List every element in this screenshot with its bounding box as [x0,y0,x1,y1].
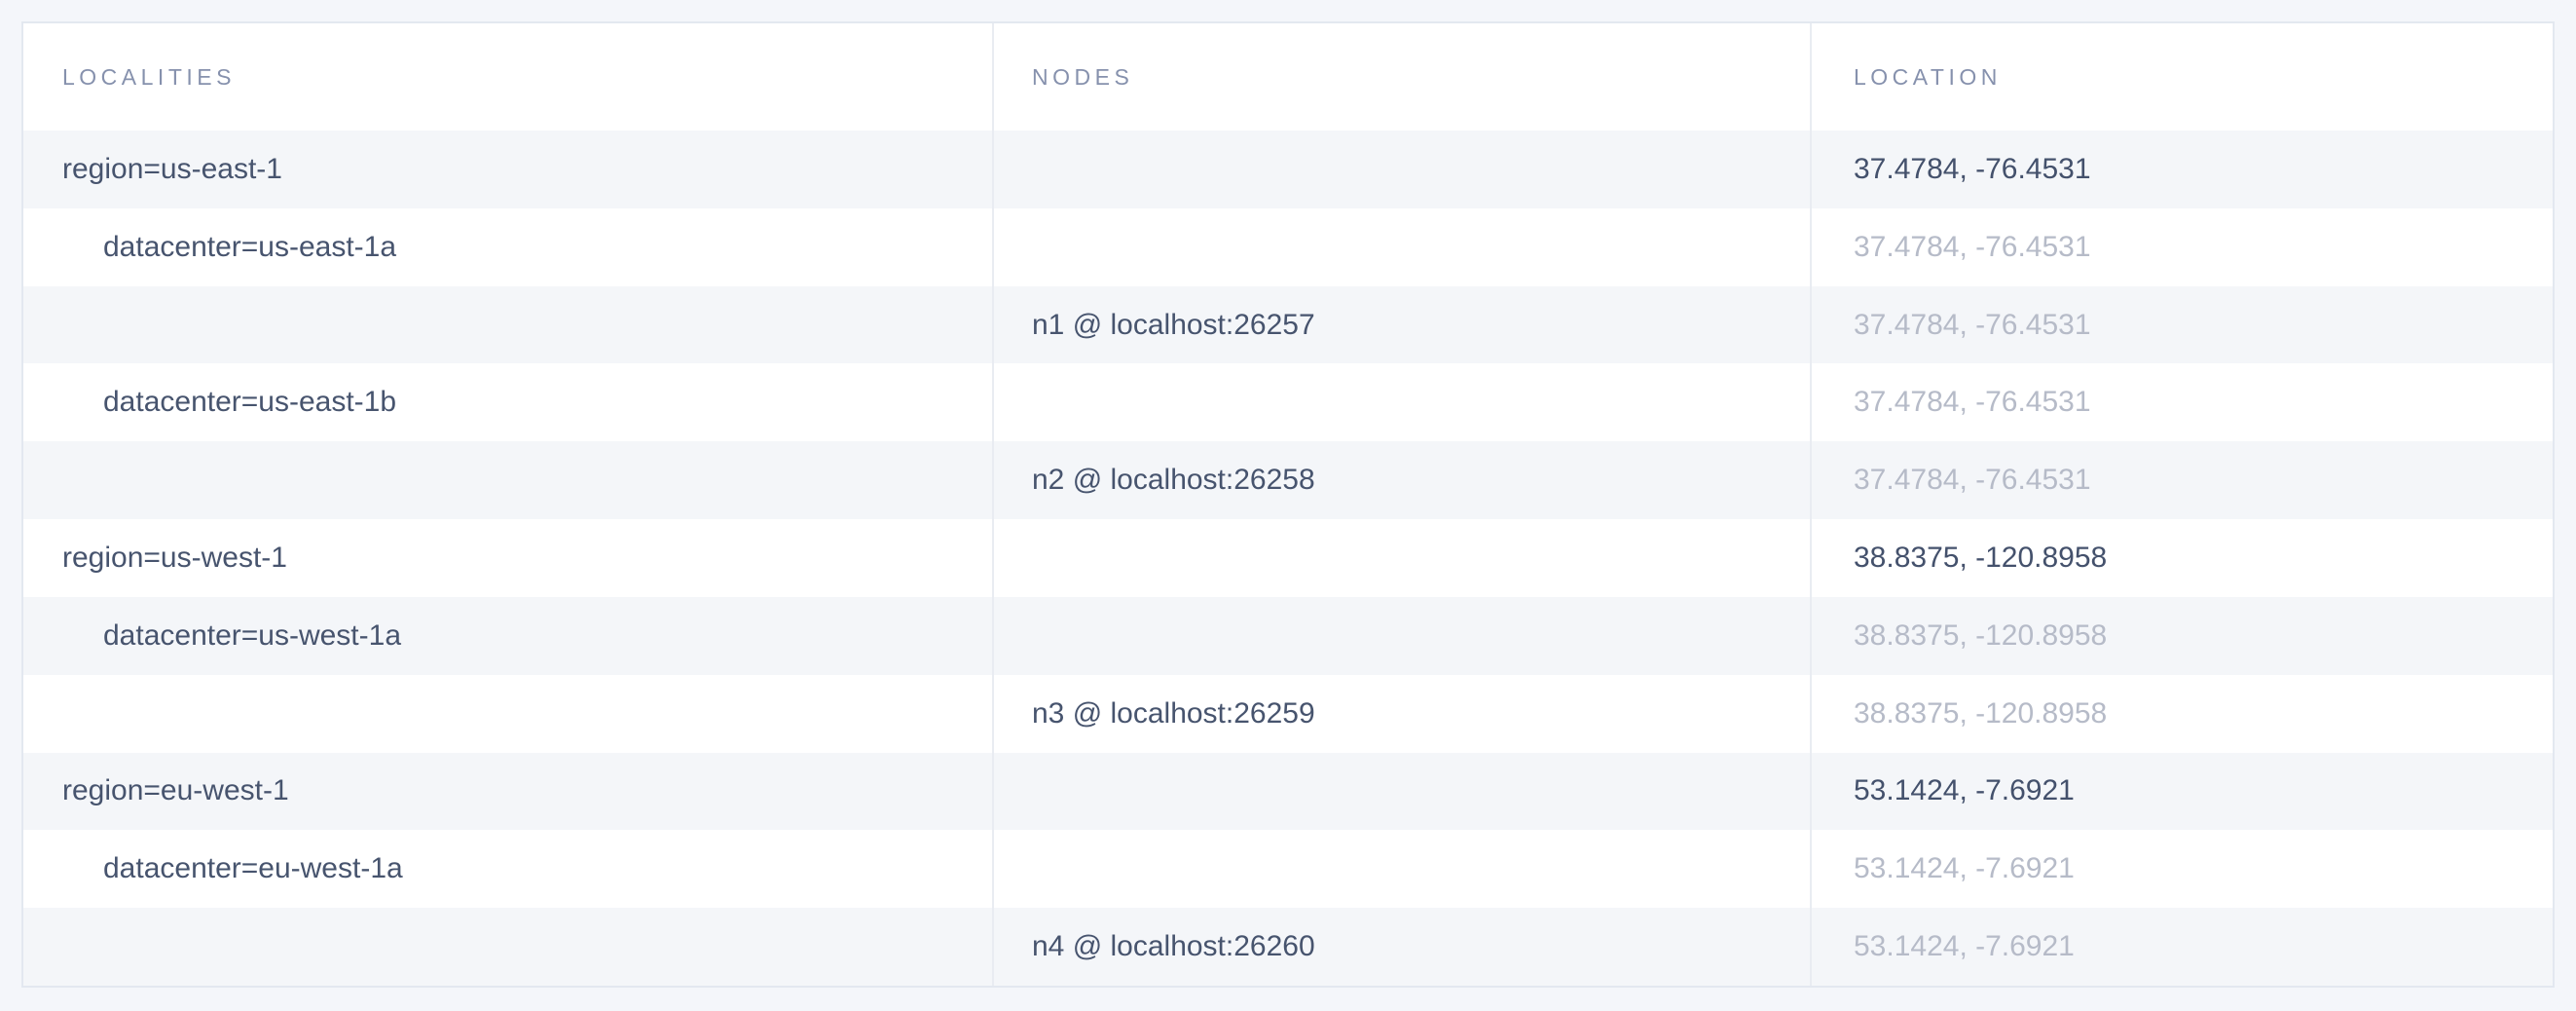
locality-cell: datacenter=eu-west-1a [103,852,403,885]
table-row: datacenter=us-west-1a 38.8375, -120.8958 [23,596,2553,675]
locality-cell [23,908,992,986]
node-cell [992,363,1810,442]
location-cell: 37.4784, -76.4531 [1810,285,2553,364]
table-row: n4 @ localhost:26260 53.1424, -7.6921 [23,908,2553,986]
table-row: n3 @ localhost:26259 38.8375, -120.8958 [23,674,2553,753]
node-cell [992,131,1810,208]
table-row: region=us-west-1 38.8375, -120.8958 [23,519,2553,597]
table-row: datacenter=us-east-1a 37.4784, -76.4531 [23,207,2553,286]
node-cell: n4 @ localhost:26260 [992,908,1810,986]
node-cell [992,207,1810,286]
table-body: region=us-east-1 37.4784, -76.4531 datac… [23,131,2553,986]
location-cell: 53.1424, -7.6921 [1810,908,2553,986]
table-row: datacenter=us-east-1b 37.4784, -76.4531 [23,363,2553,442]
node-cell [992,596,1810,675]
locality-cell: region=us-west-1 [62,541,287,574]
locality-cell: region=eu-west-1 [62,774,289,807]
location-cell: 37.4784, -76.4531 [1810,207,2553,286]
table-row: n2 @ localhost:26258 37.4784, -76.4531 [23,441,2553,520]
node-cell: n2 @ localhost:26258 [992,441,1810,520]
location-cell: 37.4784, -76.4531 [1810,131,2553,208]
column-header-localities: LOCALITIES [62,63,236,90]
locality-cell: datacenter=us-east-1b [103,386,397,419]
location-cell: 38.8375, -120.8958 [1810,596,2553,675]
location-cell: 37.4784, -76.4531 [1810,441,2553,520]
table-header-row: LOCALITIES NODES LOCATION [23,23,2553,131]
node-cell [992,752,1810,831]
column-header-location: LOCATION [1810,23,2553,131]
table-row: datacenter=eu-west-1a 53.1424, -7.6921 [23,830,2553,909]
table-row: region=us-east-1 37.4784, -76.4531 [23,131,2553,208]
node-cell: n1 @ localhost:26257 [992,285,1810,364]
locality-cell: datacenter=us-west-1a [103,618,402,652]
node-cell: n3 @ localhost:26259 [992,674,1810,753]
locality-cell: region=us-east-1 [62,152,282,185]
localities-table: LOCALITIES NODES LOCATION region=us-east… [21,21,2555,988]
location-cell: 53.1424, -7.6921 [1810,830,2553,909]
location-cell: 38.8375, -120.8958 [1810,674,2553,753]
locality-cell [23,675,992,753]
table-row: n1 @ localhost:26257 37.4784, -76.4531 [23,285,2553,364]
column-header-nodes: NODES [992,23,1810,131]
node-cell [992,519,1810,597]
node-cell [992,830,1810,909]
locality-cell [23,286,992,364]
table-row: region=eu-west-1 53.1424, -7.6921 [23,752,2553,831]
locality-cell: datacenter=us-east-1a [103,230,397,263]
location-cell: 53.1424, -7.6921 [1810,752,2553,831]
locality-cell [23,441,992,519]
location-cell: 37.4784, -76.4531 [1810,363,2553,442]
location-cell: 38.8375, -120.8958 [1810,519,2553,597]
